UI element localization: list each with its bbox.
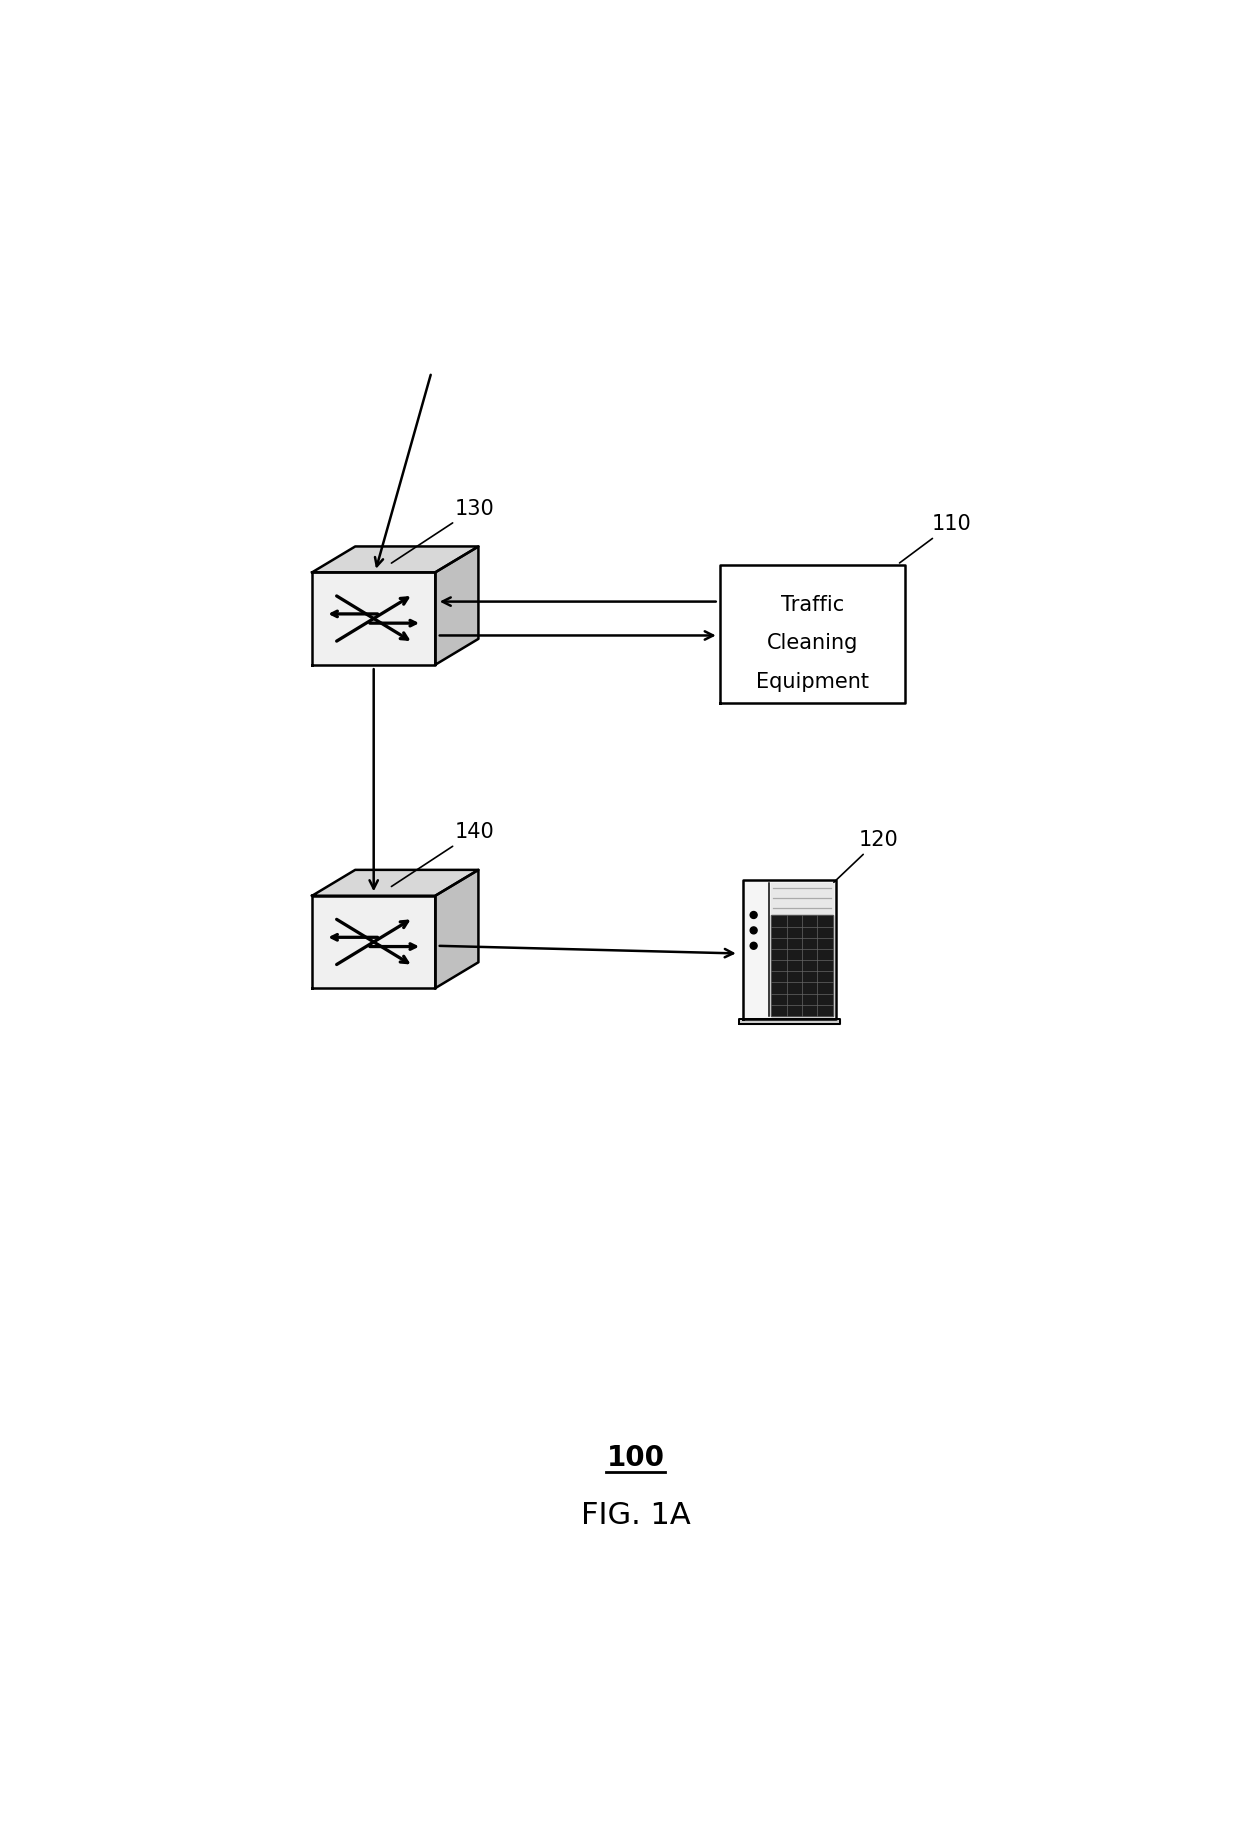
- Polygon shape: [435, 546, 479, 665]
- Text: 110: 110: [899, 514, 972, 562]
- Text: 130: 130: [392, 498, 495, 564]
- Text: FIG. 1A: FIG. 1A: [580, 1501, 691, 1530]
- Text: Equipment: Equipment: [756, 672, 869, 693]
- Polygon shape: [435, 871, 479, 988]
- Polygon shape: [312, 896, 435, 988]
- Polygon shape: [771, 915, 832, 1016]
- Polygon shape: [739, 1020, 841, 1025]
- Text: 120: 120: [833, 830, 899, 882]
- Text: Traffic: Traffic: [781, 595, 844, 615]
- Text: 140: 140: [392, 821, 495, 887]
- Circle shape: [750, 942, 758, 950]
- Text: Cleaning: Cleaning: [766, 634, 858, 654]
- Polygon shape: [771, 882, 832, 913]
- Circle shape: [750, 928, 758, 933]
- Polygon shape: [743, 880, 836, 1020]
- Text: 100: 100: [606, 1444, 665, 1471]
- Polygon shape: [720, 564, 905, 704]
- Circle shape: [750, 911, 758, 918]
- Polygon shape: [312, 871, 479, 896]
- Polygon shape: [312, 573, 435, 665]
- Polygon shape: [312, 546, 479, 573]
